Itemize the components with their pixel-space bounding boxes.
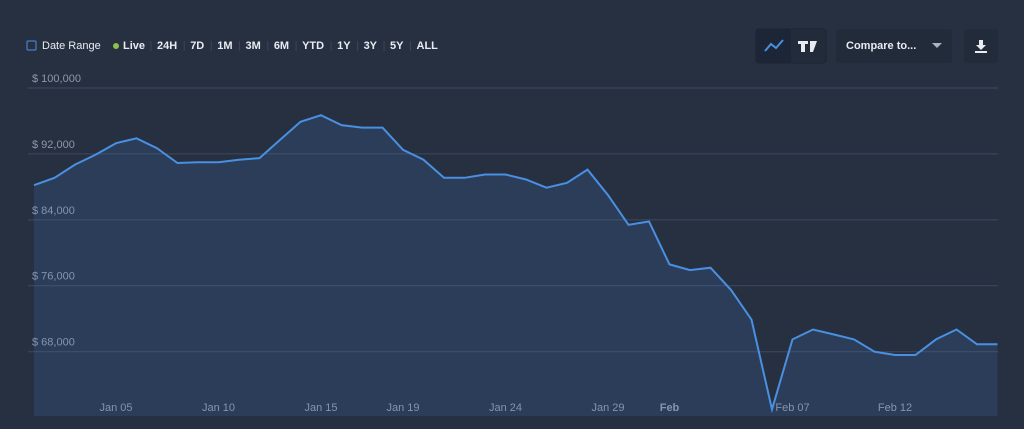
plot-area — [28, 88, 998, 416]
x-tick-label: Jan 19 — [386, 402, 419, 414]
x-tick-label: Jan 05 — [99, 402, 132, 414]
range-button[interactable]: 5Y — [390, 40, 404, 52]
plot: $ 68,000 $ 76,000 $ 84,000 $ 92,000 $ 100,00… — [28, 73, 998, 416]
y-tick-label: $ 92,000 — [32, 139, 75, 151]
x-tick-label: Jan 10 — [202, 402, 235, 414]
live-dot — [113, 43, 119, 49]
calendar-icon — [26, 40, 37, 51]
x-tick-label: Feb 07 — [775, 402, 809, 414]
price-line — [33, 114, 998, 414]
range-button[interactable]: 1Y — [337, 40, 351, 52]
x-tick-label: Feb — [660, 402, 680, 414]
x-tick-label: Jan 15 — [304, 402, 337, 414]
y-tick-label: $ 84,000 — [32, 205, 75, 217]
range-button[interactable]: 1M — [217, 40, 232, 52]
y-tick-label: $ 100,000 — [32, 73, 81, 85]
range-button[interactable]: 6M — [274, 40, 289, 52]
range-button[interactable]: 7D — [190, 40, 204, 52]
range-buttons: 24H 7D 1M 3M 6M YTD 1Y 3Y 5Y ALL — [150, 40, 439, 52]
dropdown-caret — [932, 43, 942, 48]
x-tick-label: Jan 24 — [489, 402, 522, 414]
compare-dropdown[interactable] — [836, 29, 952, 63]
y-tick-label: $ 68,000 — [32, 337, 75, 349]
date-range-label: Date Range — [42, 40, 101, 52]
x-tick-label: Jan 29 — [591, 402, 624, 414]
compare-label: Compare to... — [846, 40, 916, 52]
download-icon — [975, 40, 987, 53]
tradingview-button[interactable] — [798, 41, 817, 52]
range-button[interactable]: 3Y — [364, 40, 378, 52]
area-fill — [34, 115, 998, 416]
y-tick-label: $ 76,000 — [32, 271, 75, 283]
live-button[interactable]: Live — [123, 40, 145, 52]
range-button[interactable]: ALL — [417, 40, 439, 52]
range-button[interactable]: YTD — [302, 40, 324, 52]
line-icon — [764, 39, 784, 52]
x-tick-label: Feb 12 — [878, 402, 912, 414]
range-button[interactable]: 3M — [246, 40, 261, 52]
range-button[interactable]: 24H — [157, 40, 177, 52]
